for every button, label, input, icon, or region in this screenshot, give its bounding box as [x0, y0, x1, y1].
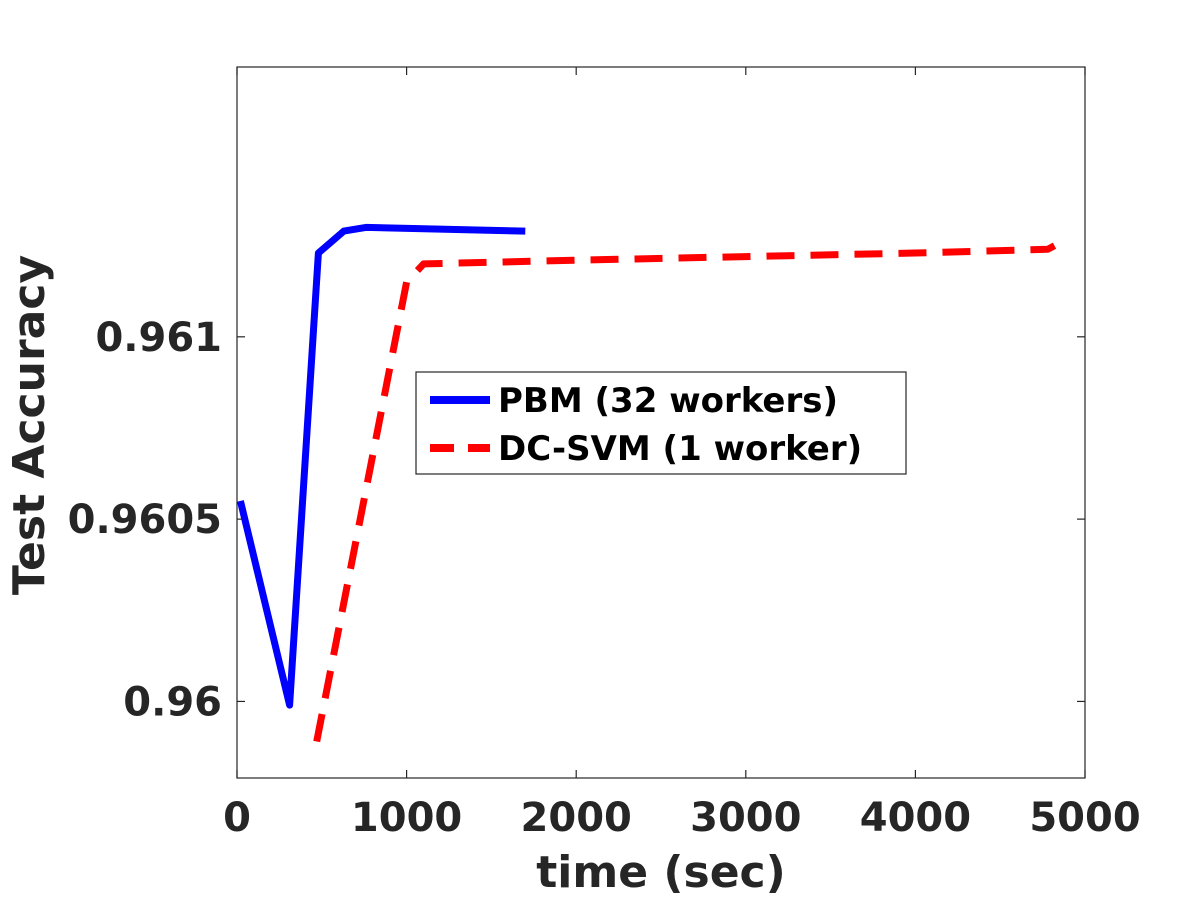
y-tick-label: 0.96 — [123, 679, 222, 725]
legend: PBM (32 workers) DC-SVM (1 worker) — [415, 371, 907, 475]
legend-label-pbm: PBM (32 workers) — [498, 381, 838, 421]
x-tick-label: 2000 — [521, 795, 632, 841]
x-tick-label: 3000 — [690, 795, 801, 841]
x-tick-label: 0 — [223, 795, 251, 841]
series-line-dc-svm — [313, 242, 1057, 743]
legend-box — [415, 371, 907, 475]
y-axis-label: Test Accuracy — [4, 255, 55, 595]
x-axis-label: time (sec) — [536, 847, 785, 898]
ticks-layer: 0 1000 2000 3000 4000 5000 0.96 0.9605 0.961 — [68, 67, 1141, 841]
legend-label-dc-svm: DC-SVM (1 worker) — [498, 429, 862, 469]
y-tick-label: 0.961 — [95, 315, 222, 361]
series-line-pbm — [236, 223, 526, 709]
x-tick-label: 5000 — [1029, 795, 1140, 841]
y-tick-label: 0.9605 — [68, 497, 222, 543]
x-tick-label: 1000 — [351, 795, 462, 841]
series-layer — [236, 223, 1057, 743]
x-tick-label: 4000 — [860, 795, 971, 841]
